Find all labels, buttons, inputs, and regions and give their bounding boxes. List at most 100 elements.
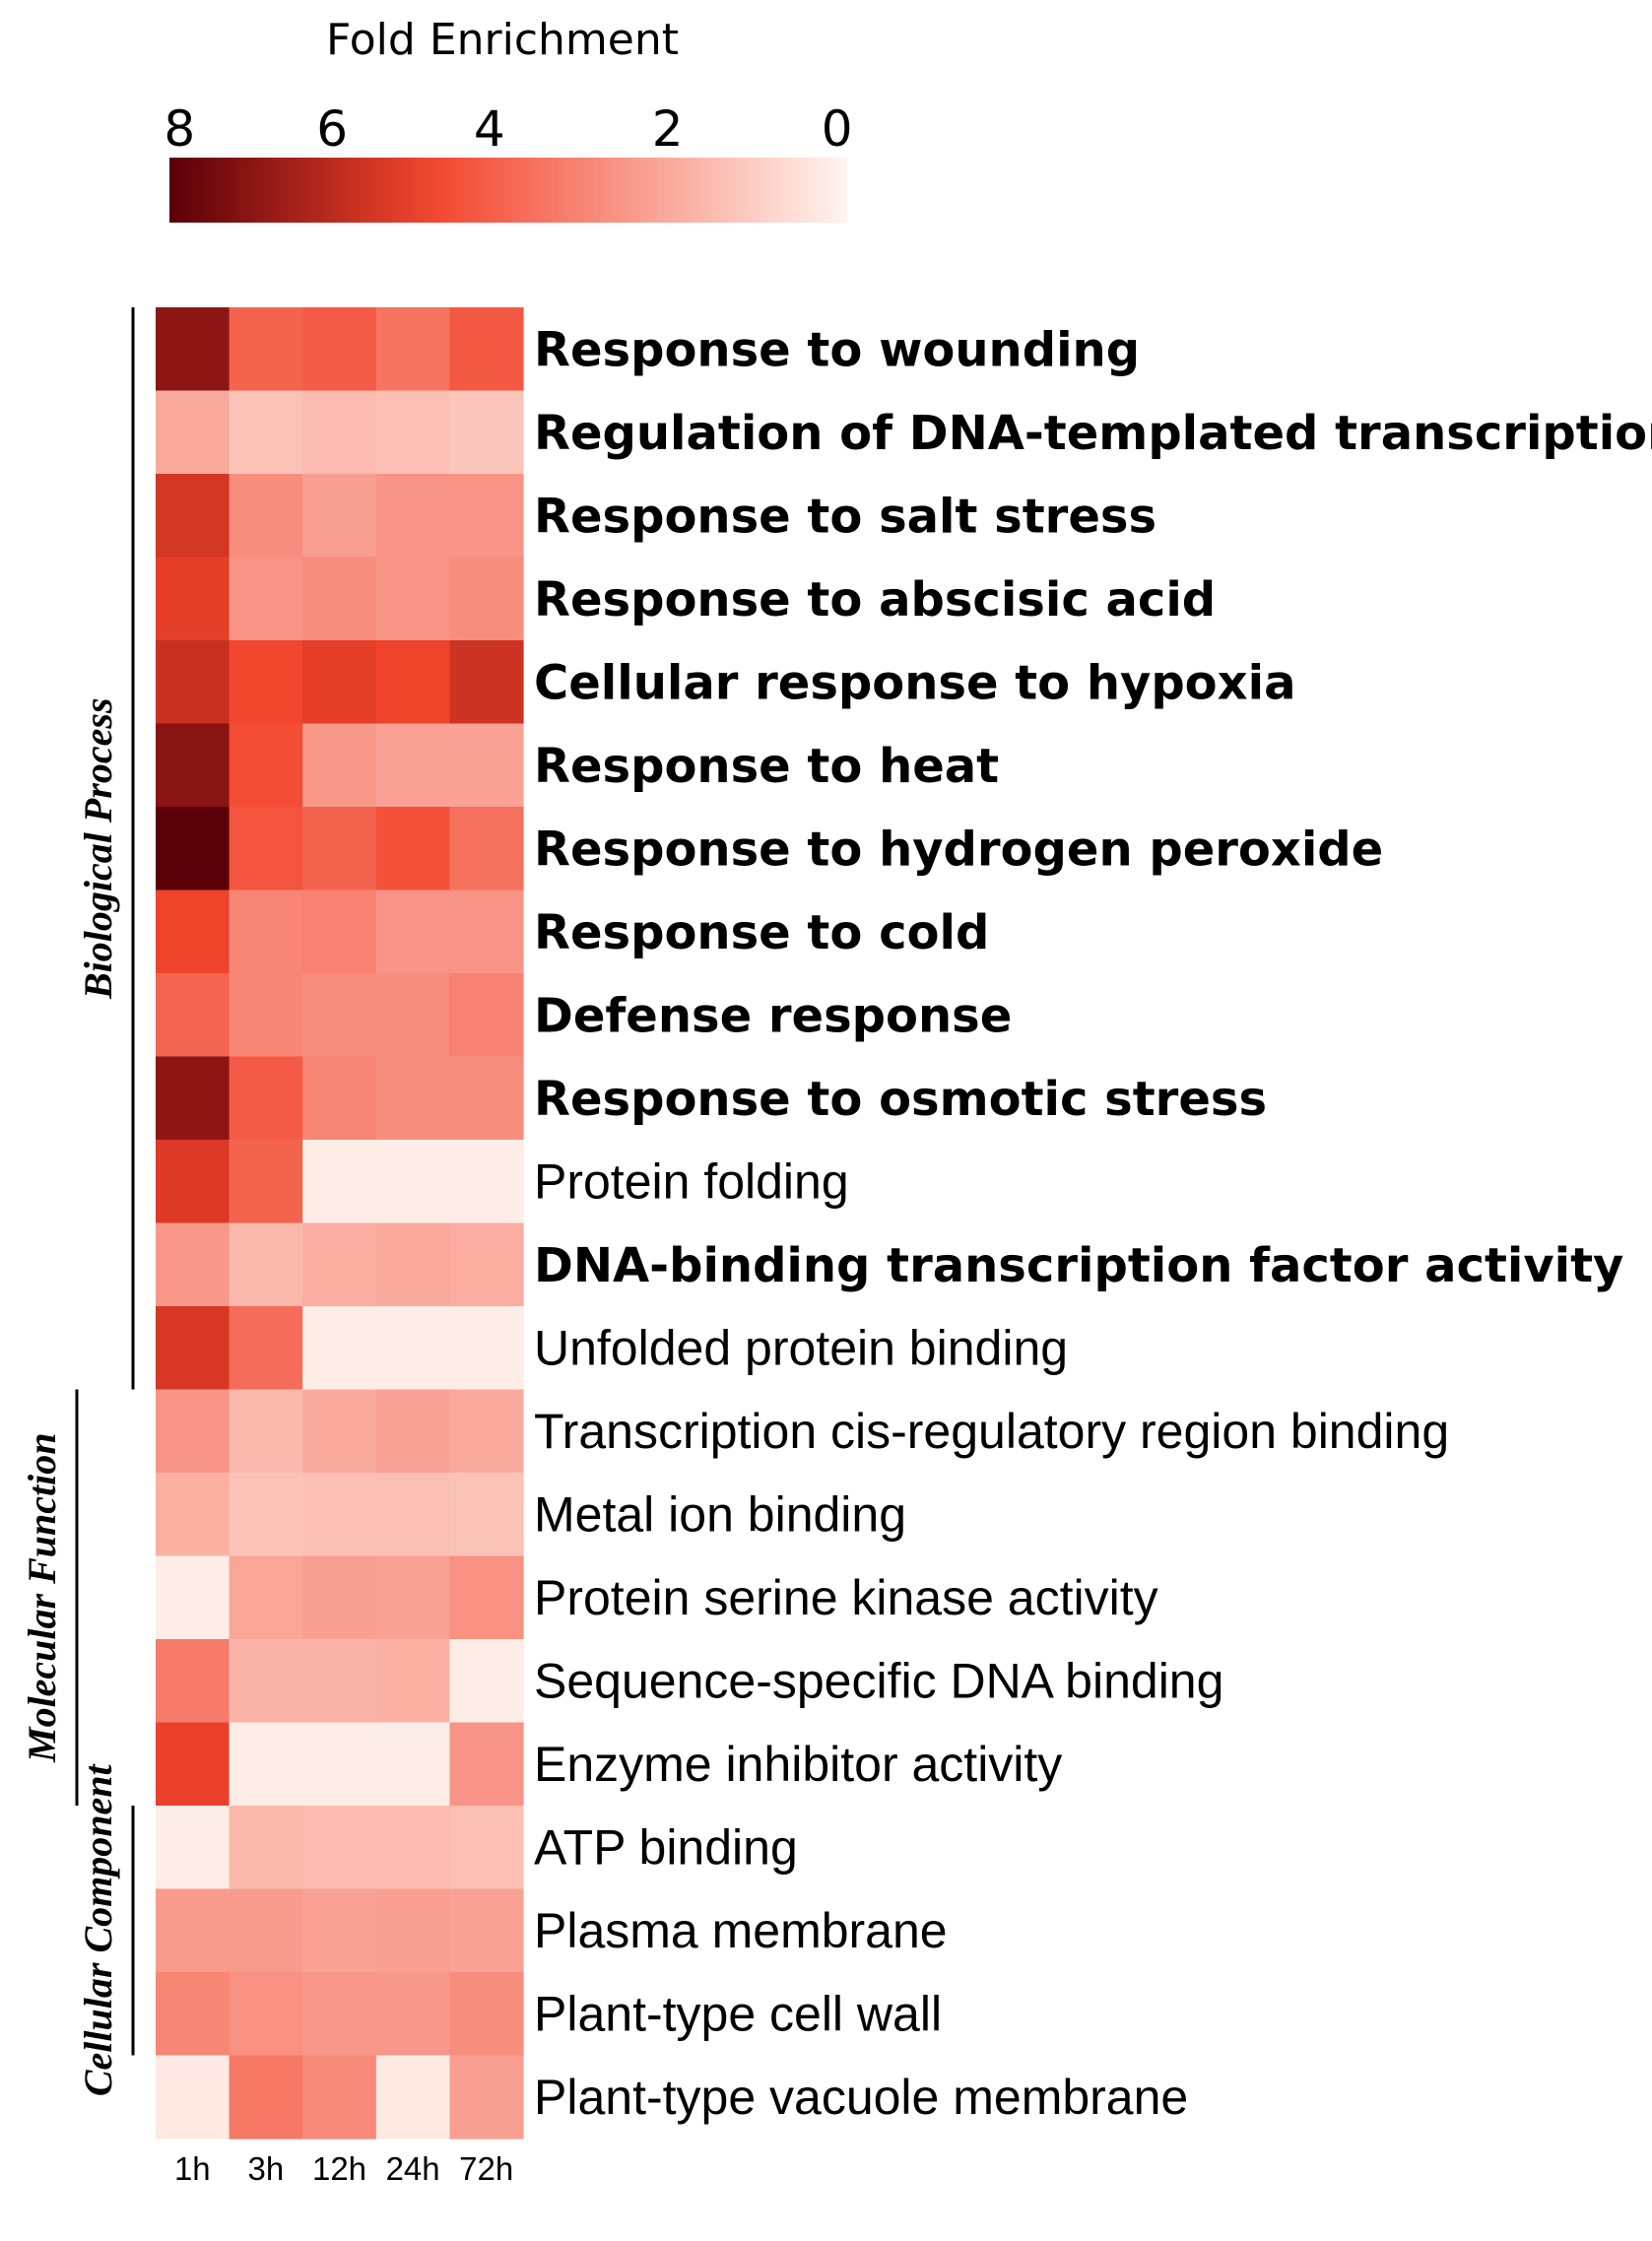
heatmap-cell [302,1639,377,1724]
heatmap-cell [302,890,377,974]
heatmap-cell [156,1056,231,1141]
heatmap-cell [302,640,377,725]
legend-tick-label: 2 [652,100,684,158]
row-label: Sequence-specific DNA binding [534,1653,1223,1708]
heatmap-cell [229,1639,303,1724]
row-label: Protein serine kinase activity [534,1570,1158,1625]
heatmap-cell [229,474,303,559]
row-label: Response to cold [534,905,989,960]
heatmap-cell [156,2055,231,2140]
heatmap-cell [156,1639,231,1724]
heatmap-cell [229,2055,303,2140]
row-label: Plant-type vacuole membrane [534,2070,1188,2125]
legend-color-bar [169,158,847,223]
heatmap-cell [449,1306,524,1391]
heatmap-cell [375,2055,450,2140]
heatmap-cell [156,723,231,808]
heatmap-cell [449,723,524,808]
row-label: Response to salt stress [534,489,1156,544]
row-labels: Response to wounding Regulation of DNA-te… [534,322,1652,2125]
row-label: Protein folding [534,1153,849,1209]
row-label: Defense response [534,988,1012,1043]
column-label: 24h [386,2150,440,2187]
heatmap-cell [375,1389,450,1474]
heatmap-cell [449,474,524,559]
heatmap-cell [229,1555,303,1640]
heatmap-cell [156,1140,231,1224]
heatmap-cell [375,973,450,1058]
row-label: Transcription cis-regulatory region bind… [534,1404,1449,1459]
row-label: Response to abscisic acid [534,572,1216,627]
legend-tick-label: 0 [822,100,853,158]
heatmap-cell [156,1722,231,1807]
heatmap-cell [156,390,231,475]
heatmap-cell [449,1639,524,1724]
heatmap-cell [156,1222,231,1307]
heatmap-cell [302,1555,377,1640]
heatmap-cell [156,973,231,1058]
heatmap-cell [375,1222,450,1307]
heatmap-cell [229,1306,303,1391]
heatmap-cell [229,390,303,475]
heatmap-cell [375,807,450,891]
heatmap-cell [449,1056,524,1141]
heatmap-cell [302,1722,377,1807]
heatmap-cell [229,1806,303,1890]
color-legend: Fold Enrichment 8 6 4 2 0 [164,15,853,223]
heatmap-cell [229,1473,303,1557]
heatmap-cell [449,1222,524,1307]
legend-ticks: 8 6 4 2 0 [164,100,852,158]
group-label: Molecular Function [20,1432,64,1763]
legend-tick-label: 8 [164,100,195,158]
column-label: 72h [459,2150,513,2187]
heatmap-cell [156,1555,231,1640]
heatmap-cell [156,474,231,559]
heatmap-cell [302,557,377,641]
heatmap-cell [375,557,450,641]
heatmap-cell [449,1722,524,1807]
heatmap-cell [302,1972,377,2057]
heatmap-cell [302,1056,377,1141]
heatmap-cell [449,1806,524,1890]
heatmap-cell [302,1140,377,1224]
heatmap-cell [375,1888,450,1973]
legend-tick-label: 4 [474,100,505,158]
heatmap-cell [302,1806,377,1890]
heatmap-cell [375,1306,450,1391]
heatmap-cell [449,1555,524,1640]
heatmap-cell [375,890,450,974]
heatmap-cell [449,1389,524,1474]
row-label: Response to wounding [534,322,1140,377]
heatmap-cell [375,474,450,559]
legend-title: Fold Enrichment [326,15,679,65]
heatmap-cell [375,1722,450,1807]
heatmap-cell [229,307,303,392]
heatmap-cell [229,1972,303,2057]
heatmap-cell [229,1222,303,1307]
heatmap-cell [156,1306,231,1391]
heatmap-cell [156,557,231,641]
heatmap-cell [449,807,524,891]
heatmap-cell [449,307,524,392]
heatmap-cell [302,307,377,392]
heatmap-cell [449,1473,524,1557]
heatmap-cell [449,1972,524,2057]
heatmap-cell [229,723,303,808]
row-label: Unfolded protein binding [534,1320,1068,1375]
heatmap-cell [229,1722,303,1807]
heatmap-cell [156,1972,231,2057]
heatmap-cell [229,1140,303,1224]
heatmap-cell [375,1639,450,1724]
heatmap-cell [302,1306,377,1391]
heatmap-cell [302,1473,377,1557]
column-labels: 1h 3h 12h 24h 72h [174,2150,513,2187]
heatmap-cell [302,1888,377,1973]
heatmap-cell [375,1056,450,1141]
row-label: Plasma membrane [534,1903,948,1958]
row-label: DNA-binding transcription factor activit… [534,1238,1623,1293]
heatmap-cell [302,2055,377,2140]
heatmap-cell [449,557,524,641]
heatmap-cell [375,1140,450,1224]
heatmap-cell [375,1555,450,1640]
